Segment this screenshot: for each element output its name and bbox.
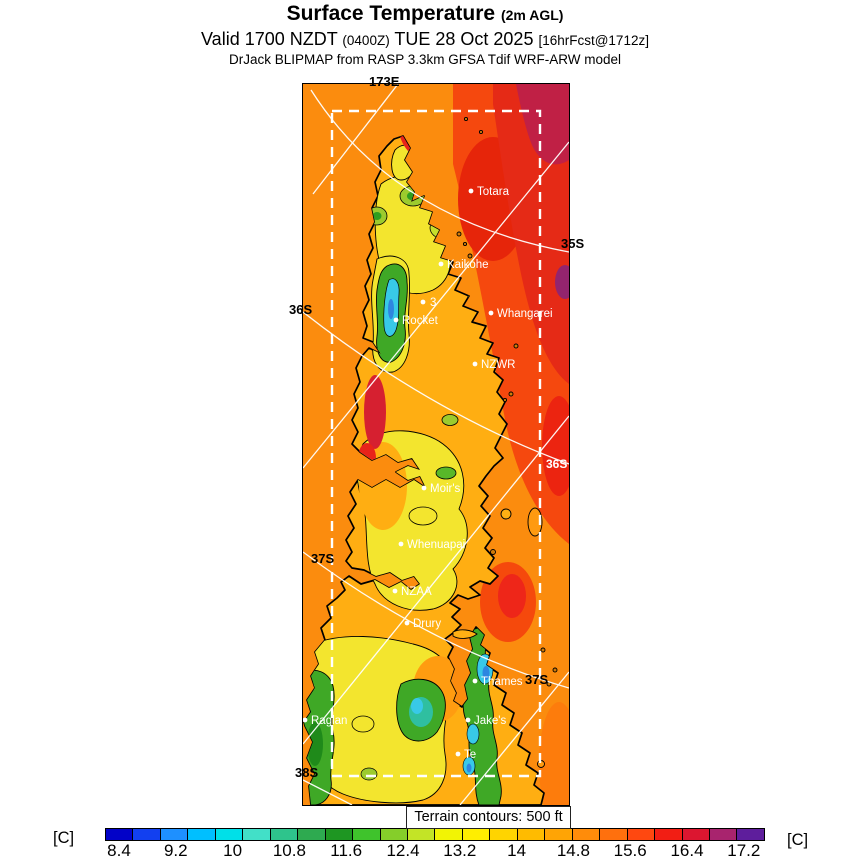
colorbar-segment	[517, 829, 546, 840]
colorbar-segment	[435, 829, 463, 840]
colorbar-segment	[270, 829, 299, 840]
site-label: Jake's	[474, 715, 506, 727]
colorbar-ticks: 8.4 9.2 10 10.8 11.6 12.4 13.2 14 14.8 15.6 16.4 17…	[105, 841, 765, 860]
graticule-lines	[303, 84, 569, 805]
colorbar-segment	[600, 829, 628, 840]
colorbar-tick-label: 9.2	[163, 841, 188, 860]
model-line: DrJack BLIPMAP from RASP 3.3km GFSA Tdif…	[228, 52, 622, 67]
colorbar-segment	[106, 829, 134, 840]
colorbar-unit-left: [C]	[53, 829, 75, 847]
site-label: Whenuapai	[407, 539, 465, 551]
islands	[452, 116, 558, 768]
colorbar-tick-label: 16.4	[670, 841, 704, 860]
temperature-map: Totara Kaikohe 3 Whangarei Rocket NZWR M…	[303, 84, 569, 805]
title-main: Surface Temperature	[286, 2, 496, 25]
colorbar-segment	[298, 829, 326, 840]
valid-line: Valid 1700 NZDT (0400Z) TUE 28 Oct 2025 …	[0, 29, 850, 50]
colorbar-tick-label: 13.2	[443, 841, 477, 860]
colorbar-segment	[709, 829, 738, 840]
grid-label-37s-right: 37S	[525, 672, 549, 687]
grid-label-38s-left: 38S	[295, 765, 319, 780]
colorbar-segment	[462, 829, 491, 840]
grid-label-173e: 173E	[369, 74, 400, 89]
colorbar-tick-label: 8.4	[107, 841, 131, 860]
colorbar-tick-label: 10.8	[272, 841, 306, 860]
site-markers: Totara Kaikohe 3 Whangarei Rocket NZWR M…	[303, 186, 553, 761]
colorbar-tick-label: 17.2	[727, 841, 761, 860]
colorbar-unit-right: [C]	[787, 831, 809, 849]
colorbar-segment	[490, 829, 518, 840]
colorbar-segment	[407, 829, 436, 840]
site-label: 3	[430, 297, 436, 309]
site-label: Moir's	[430, 483, 461, 495]
inset-domain-rect	[330, 109, 542, 778]
colorbar-tick-label: 12.4	[386, 841, 420, 860]
grid-label-36s-left: 36S	[289, 302, 313, 317]
site-label: NZWR	[481, 359, 516, 371]
colorbar-segment	[325, 829, 354, 840]
colorbar-segment	[380, 829, 408, 840]
site-label: Kaikohe	[447, 259, 489, 271]
site-label: Te	[464, 749, 476, 761]
grid-label-35s-right: 35S	[561, 236, 585, 251]
site-label: Drury	[413, 618, 441, 630]
site-label: Totara	[477, 186, 510, 198]
terrain-contours-annotation: Terrain contours: 500 ft	[406, 806, 571, 829]
site-label: NZAA	[401, 586, 432, 598]
colorbar-tick-label: 14.8	[556, 841, 590, 860]
colorbar-segment	[682, 829, 710, 840]
map-frame: Totara Kaikohe 3 Whangarei Rocket NZWR M…	[302, 83, 570, 806]
valid-date: TUE 28 Oct 2025	[389, 29, 539, 49]
valid-zulu: (0400Z)	[342, 33, 390, 48]
page-title: Surface Temperature (2m AGL)	[0, 2, 850, 26]
valid-fcst: [16hrFcst@1712z]	[538, 33, 649, 48]
colorbar-segment	[243, 829, 271, 840]
colorbar-segment	[655, 829, 683, 840]
site-label: Whangarei	[497, 308, 553, 320]
valid-prefix: Valid 1700 NZDT	[201, 29, 343, 49]
colorbar-segment	[353, 829, 381, 840]
site-label: Rocket	[402, 315, 439, 327]
colorbar-segment	[133, 829, 161, 840]
colorbar-tick-label: 11.6	[330, 841, 363, 860]
grid-label-37s-left: 37S	[311, 551, 335, 566]
title-suffix: (2m AGL)	[500, 7, 564, 23]
colorbar-segment	[160, 829, 189, 840]
colorbar	[105, 828, 765, 841]
header: Surface Temperature (2m AGL) Valid 1700 …	[0, 2, 850, 67]
colorbar-tick-label: 14	[507, 841, 527, 860]
colorbar-segment	[188, 829, 216, 840]
colorbar-tick-label: 10	[223, 841, 243, 860]
colorbar-segment	[627, 829, 656, 840]
colorbar-segment	[215, 829, 244, 840]
colorbar-tick-label: 15.6	[613, 841, 647, 860]
grid-label-36s-right: 36S	[546, 457, 567, 471]
colorbar-segment	[572, 829, 601, 840]
site-label: Raglan	[311, 715, 347, 727]
colorbar-segment	[737, 829, 764, 840]
site-label: Thames	[481, 676, 523, 688]
colorbar-segment	[545, 829, 573, 840]
